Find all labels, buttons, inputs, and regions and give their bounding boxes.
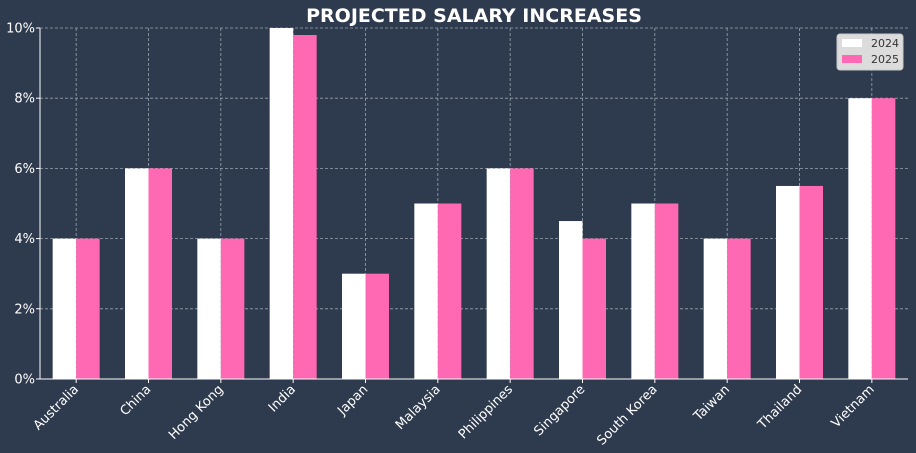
bar-2024-malaysia xyxy=(414,203,438,379)
bar-2024-philippines xyxy=(486,168,511,379)
bar-2024-thailand xyxy=(776,185,800,379)
y-tick-label: 6% xyxy=(14,162,35,177)
bar-2025-thailand xyxy=(799,185,823,379)
y-tick-label: 2% xyxy=(14,302,35,317)
y-tick-label: 0% xyxy=(14,373,35,388)
bar-2025-malaysia xyxy=(437,203,462,379)
bar-2025-india xyxy=(293,35,317,380)
bar-2024-australia xyxy=(52,238,77,379)
bar-2025-vietnam xyxy=(871,98,896,379)
bar-2024-taiwan xyxy=(703,238,728,379)
bar-2024-hong-kong xyxy=(197,238,221,379)
y-tick-label: 4% xyxy=(14,232,35,247)
bar-2024-south-korea xyxy=(631,203,655,379)
bar-2025-hong-kong xyxy=(220,238,245,379)
bar-2024-singapore xyxy=(559,221,583,379)
bar-2025-south-korea xyxy=(654,203,679,379)
bar-2025-japan xyxy=(365,273,389,379)
y-axis-ticks: 0% 2% 4% 6% 8% 10% xyxy=(6,22,40,388)
y-tick-label: 10% xyxy=(6,22,35,37)
bar-2024-china xyxy=(125,168,149,379)
legend-swatch xyxy=(842,39,862,47)
legend-label: 2024 xyxy=(871,37,899,50)
axes xyxy=(39,28,908,380)
bar-2025-china xyxy=(148,168,172,379)
legend-swatch xyxy=(842,55,862,63)
bar-2025-taiwan xyxy=(727,238,751,379)
legend: 2024 2025 xyxy=(836,33,904,71)
bar-2025-singapore xyxy=(582,238,606,379)
bar-2024-japan xyxy=(342,273,366,379)
legend-label: 2025 xyxy=(871,53,899,66)
bar-2025-philippines xyxy=(510,168,534,379)
bar-2024-vietnam xyxy=(848,98,872,379)
bar-2025-australia xyxy=(76,238,100,379)
bar-2024-india xyxy=(269,28,294,379)
bars xyxy=(52,28,896,380)
y-tick-label: 8% xyxy=(14,92,35,107)
chart-title: PROJECTED SALARY INCREASES xyxy=(306,5,642,27)
